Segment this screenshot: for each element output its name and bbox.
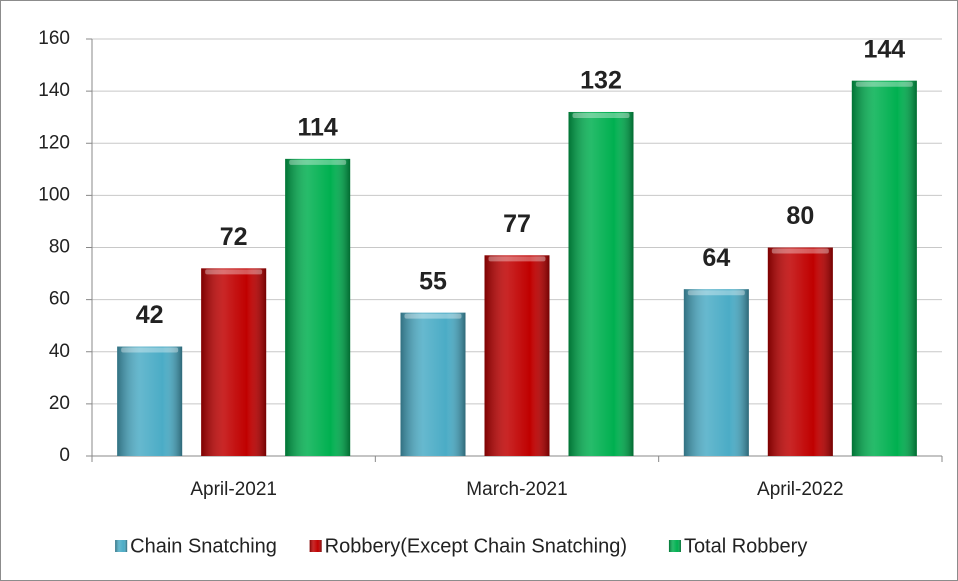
data-label: 80 [786, 202, 814, 230]
data-label: 64 [702, 244, 730, 272]
legend-label: Chain Snatching [130, 535, 277, 557]
bar-cap [771, 248, 829, 254]
bar-shade [201, 268, 267, 456]
y-tick-label: 80 [49, 237, 70, 258]
bar-shade [285, 158, 351, 456]
y-tick-label: 0 [59, 445, 70, 466]
legend-swatch-shade [668, 540, 681, 552]
legend-label: Total Robbery [684, 535, 807, 557]
data-label: 144 [863, 35, 905, 63]
y-tick-label: 60 [49, 289, 70, 310]
bar-cap [404, 313, 462, 319]
legend-swatch-shade [115, 540, 128, 552]
bar-shade [400, 312, 466, 456]
bar-cap [289, 159, 347, 165]
legend-label: Robbery(Except Chain Snatching) [325, 535, 627, 557]
bar-shade [683, 289, 749, 456]
data-label: 55 [419, 267, 447, 295]
bar-shade [117, 346, 183, 456]
bar-cap [488, 256, 546, 262]
bar-cap [572, 112, 630, 118]
y-tick-label: 120 [38, 132, 70, 153]
data-label: 114 [297, 113, 337, 141]
bar-cap [121, 347, 179, 353]
bar-shade [851, 80, 917, 456]
bar-cap [205, 269, 263, 275]
y-tick-label: 160 [38, 28, 70, 49]
x-tick-label: March-2021 [466, 479, 567, 500]
data-label: 132 [580, 67, 622, 95]
x-tick-label: April-2022 [757, 479, 844, 500]
y-tick-label: 20 [49, 393, 70, 414]
bar-cap [687, 290, 745, 296]
x-tick-label: April-2021 [190, 479, 277, 500]
y-tick-label: 40 [49, 341, 70, 362]
bar-shade [568, 111, 634, 456]
y-tick-label: 140 [38, 80, 70, 101]
bar-shade [767, 247, 833, 456]
bar-cap [855, 81, 913, 87]
data-label: 72 [220, 223, 248, 251]
y-tick-label: 100 [38, 184, 70, 205]
bar-shade [484, 255, 550, 456]
legend-swatch-shade [309, 540, 322, 552]
data-label: 42 [136, 301, 164, 329]
data-label: 77 [503, 210, 531, 238]
